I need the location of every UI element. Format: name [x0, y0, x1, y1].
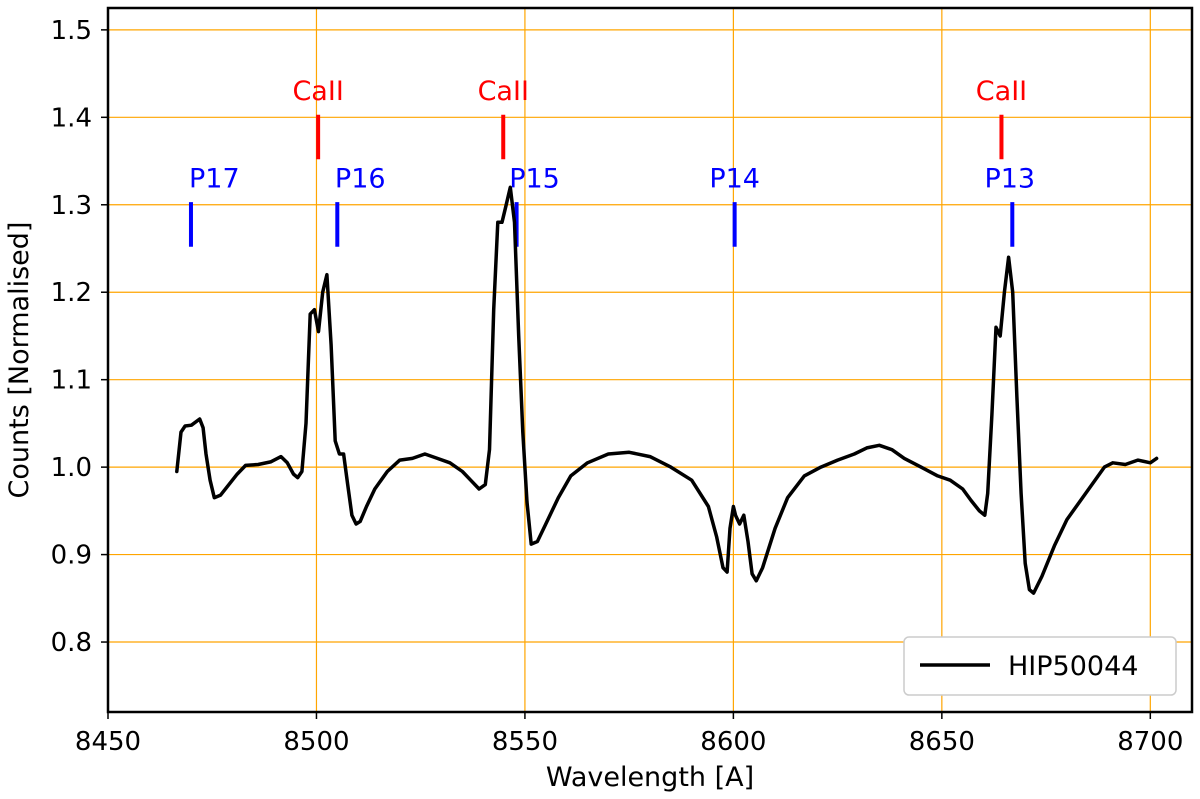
y-axis-ticks: 0.8 0.9 1.0 1.1 1.2 1.3 1.4 1.5	[51, 16, 108, 658]
y-tick-label: 1.1	[51, 366, 92, 396]
marker-caii-label: CaII	[478, 76, 529, 107]
marker-p16-label: P16	[335, 163, 386, 194]
y-tick-label: 1.3	[51, 191, 92, 221]
marker-p13-label: P13	[984, 163, 1035, 194]
x-tick-label: 8700	[1117, 727, 1183, 757]
x-axis-label: Wavelength [A]	[546, 762, 754, 793]
series-layer	[175, 185, 1159, 595]
x-tick-label: 8600	[700, 727, 766, 757]
marker-caii-label: CaII	[292, 76, 343, 107]
x-tick-label: 8650	[909, 727, 975, 757]
y-tick-label: 1.5	[51, 16, 92, 46]
marker-caii-label: CaII	[976, 76, 1027, 107]
y-tick-label: 0.8	[51, 628, 92, 658]
x-tick-label: 8550	[492, 727, 558, 757]
plot-frame	[106, 6, 1194, 714]
y-tick-label: 1.0	[51, 453, 92, 483]
line-markers: CaII CaII CaII P17 P16 P15 P14 P13	[188, 76, 1035, 247]
marker-p17-label: P17	[189, 163, 240, 194]
y-tick-label: 0.9	[51, 541, 92, 571]
grid-lines	[107, 8, 1192, 712]
legend-box	[903, 636, 1177, 696]
x-tick-label: 8450	[75, 727, 141, 757]
legend-label-hip50044: HIP50044	[1008, 651, 1138, 682]
y-tick-label: 1.4	[51, 103, 92, 133]
y-tick-label: 1.2	[51, 278, 92, 308]
y-axis-label: Counts [Normalised]	[4, 222, 35, 499]
marker-p15-label: P15	[509, 163, 560, 194]
x-axis-ticks: 8450 8500 8550 8600 8650 8700	[75, 712, 1183, 757]
x-tick-label: 8500	[283, 727, 349, 757]
marker-p14-label: P14	[709, 163, 760, 194]
series-line-hip50044	[175, 185, 1159, 595]
legend: HIP50044	[903, 636, 1177, 696]
